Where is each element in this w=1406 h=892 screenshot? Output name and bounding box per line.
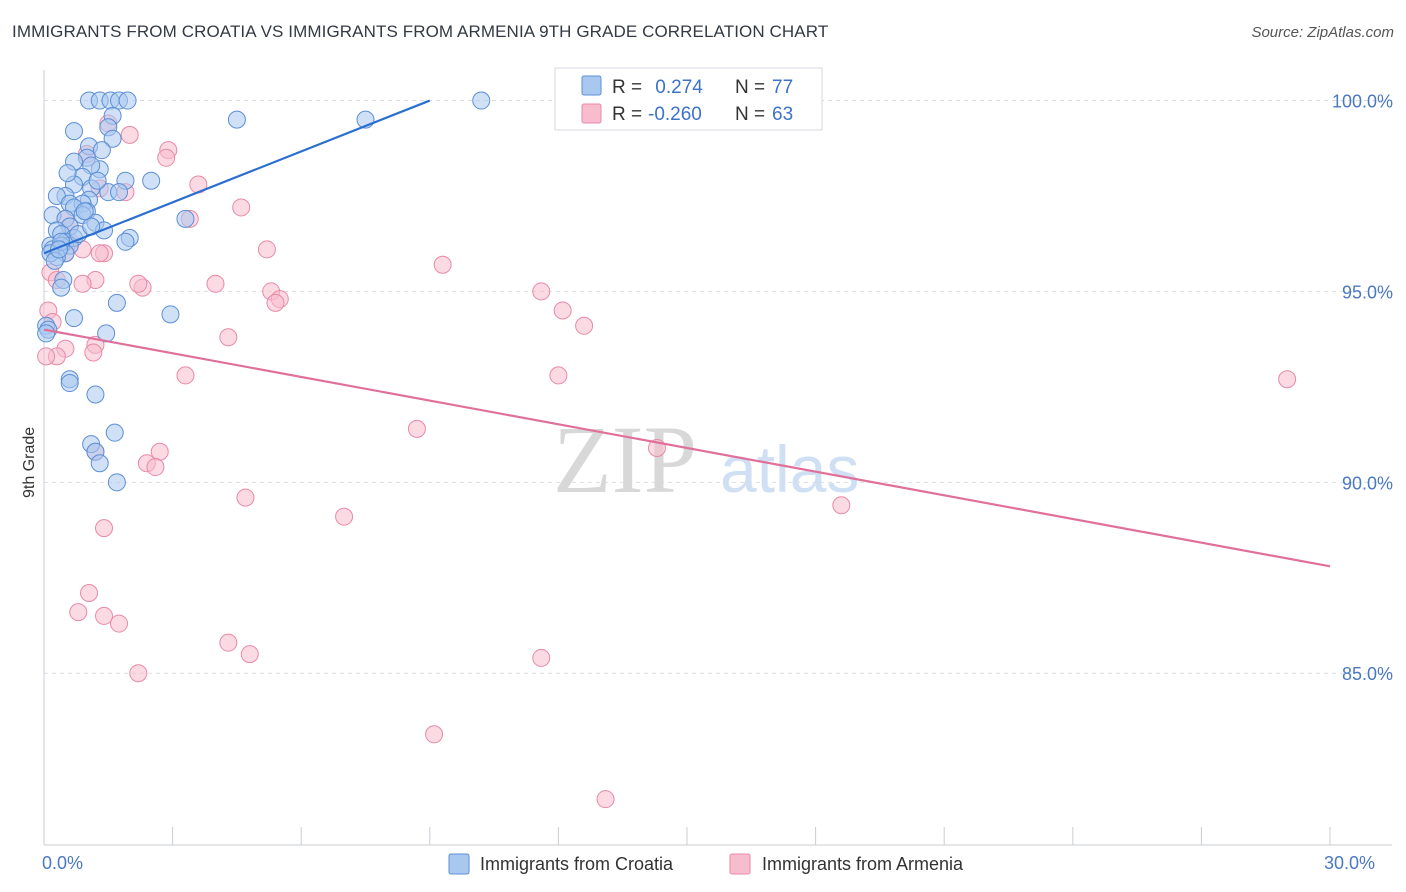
armenia-point-24 bbox=[129, 274, 148, 293]
armenia-point-52 bbox=[80, 584, 99, 603]
croatia-point-53 bbox=[52, 278, 71, 297]
croatia-trendline bbox=[43, 99, 431, 255]
series-legend: Immigrants from Croatia Immigrants from … bbox=[448, 853, 964, 875]
croatia-point-24 bbox=[110, 183, 129, 202]
armenia-point-16 bbox=[257, 240, 276, 259]
legend-croatia-n-label: N = bbox=[735, 77, 765, 98]
croatia-point-75 bbox=[58, 164, 77, 183]
armenia-point-50 bbox=[335, 507, 354, 526]
y-tick-label-2: 95.0% bbox=[1342, 282, 1393, 302]
croatia-point-59 bbox=[37, 324, 56, 343]
armenia-trendline bbox=[43, 328, 1331, 568]
armenia-point-4 bbox=[157, 148, 176, 167]
legend-armenia-n-label: N = bbox=[735, 104, 765, 125]
armenia-point-51 bbox=[95, 519, 114, 538]
chart-title: IMMIGRANTS FROM CROATIA VS IMMIGRANTS FR… bbox=[12, 22, 829, 41]
trendlines bbox=[43, 99, 1331, 568]
grid-lines bbox=[44, 100, 1392, 674]
armenia-point-17 bbox=[90, 244, 109, 263]
armenia-point-56 bbox=[219, 633, 238, 652]
croatia-point-64 bbox=[105, 423, 124, 442]
croatia-point-7 bbox=[227, 110, 246, 129]
armenia-point-33 bbox=[219, 328, 238, 347]
armenia-point-30 bbox=[553, 301, 572, 320]
armenia-point-47 bbox=[146, 458, 165, 477]
croatia-point-63 bbox=[86, 385, 105, 404]
armenia-point-60 bbox=[425, 725, 444, 744]
bottom-legend-swatch-armenia bbox=[729, 853, 751, 875]
armenia-point-18 bbox=[433, 255, 452, 274]
x-tick-label-max: 30.0% bbox=[1324, 853, 1375, 873]
armenia-point-48 bbox=[236, 488, 255, 507]
legend-swatch-croatia bbox=[581, 75, 602, 96]
croatia-points bbox=[37, 91, 491, 492]
croatia-point-62 bbox=[60, 374, 79, 393]
croatia-point-35 bbox=[176, 209, 195, 228]
legend-swatch-armenia bbox=[581, 103, 602, 124]
armenia-point-57 bbox=[240, 645, 259, 664]
croatia-point-46 bbox=[116, 232, 135, 251]
legend-armenia-r-value: -0.260 bbox=[648, 104, 702, 125]
croatia-point-13 bbox=[92, 141, 111, 160]
x-axis bbox=[43, 70, 1392, 846]
armenia-point-59 bbox=[129, 664, 148, 683]
armenia-point-53 bbox=[69, 603, 88, 622]
croatia-point-5 bbox=[472, 91, 491, 110]
armenia-point-54 bbox=[95, 606, 114, 625]
armenia-point-22 bbox=[73, 274, 92, 293]
y-tick-label-3: 100.0% bbox=[1332, 92, 1393, 112]
x-tick-label-min: 0.0% bbox=[42, 853, 83, 873]
legend-croatia-n-value: 77 bbox=[772, 77, 793, 98]
armenia-point-42 bbox=[407, 419, 426, 438]
croatia-point-20 bbox=[142, 171, 161, 190]
legend-armenia-n-value: 63 bbox=[772, 104, 793, 125]
croatia-point-11 bbox=[103, 129, 122, 148]
croatia-point-54 bbox=[107, 293, 126, 312]
armenia-point-29 bbox=[532, 282, 551, 301]
armenia-point-41 bbox=[1278, 370, 1297, 389]
croatia-point-10 bbox=[65, 122, 84, 141]
armenia-point-32 bbox=[575, 316, 594, 335]
armenia-point-61 bbox=[596, 790, 615, 809]
armenia-point-49 bbox=[832, 496, 851, 515]
croatia-point-73 bbox=[75, 202, 94, 221]
croatia-point-55 bbox=[65, 309, 84, 328]
armenia-point-28 bbox=[266, 293, 285, 312]
y-tick-label-0: 85.0% bbox=[1342, 664, 1393, 684]
croatia-point-56 bbox=[161, 305, 180, 324]
armenia-point-55 bbox=[110, 614, 129, 633]
watermark-zip: ZIP bbox=[553, 406, 697, 513]
bottom-legend-swatch-croatia bbox=[448, 853, 470, 875]
stats-legend: R = 0.274 N = 77 R = -0.260 N = 63 bbox=[554, 67, 823, 131]
legend-croatia-r-label: R = bbox=[612, 77, 642, 98]
chart-source: Source: ZipAtlas.com bbox=[1251, 24, 1394, 41]
armenia-point-25 bbox=[206, 274, 225, 293]
armenia-point-40 bbox=[549, 366, 568, 385]
armenia-point-8 bbox=[232, 198, 251, 217]
croatia-point-4 bbox=[118, 91, 137, 110]
armenia-point-39 bbox=[176, 366, 195, 385]
bottom-legend-armenia: Immigrants from Armenia bbox=[762, 854, 964, 874]
armenia-point-36 bbox=[84, 343, 103, 362]
bottom-legend-croatia: Immigrants from Croatia bbox=[480, 854, 674, 874]
legend-armenia-r-label: R = bbox=[612, 104, 642, 125]
legend-croatia-r-value: 0.274 bbox=[650, 77, 703, 98]
armenia-point-1 bbox=[120, 125, 139, 144]
watermark-atlas: atlas bbox=[720, 432, 859, 506]
croatia-point-74 bbox=[88, 171, 107, 190]
y-tick-labels: 85.0% 90.0% 95.0% 100.0% bbox=[1332, 92, 1393, 685]
armenia-point-58 bbox=[532, 648, 551, 667]
armenia-point-38 bbox=[37, 347, 56, 366]
croatia-point-67 bbox=[90, 454, 109, 473]
croatia-point-68 bbox=[107, 473, 126, 492]
y-axis-label: 9th Grade bbox=[21, 427, 38, 498]
y-tick-label-1: 90.0% bbox=[1342, 473, 1393, 493]
